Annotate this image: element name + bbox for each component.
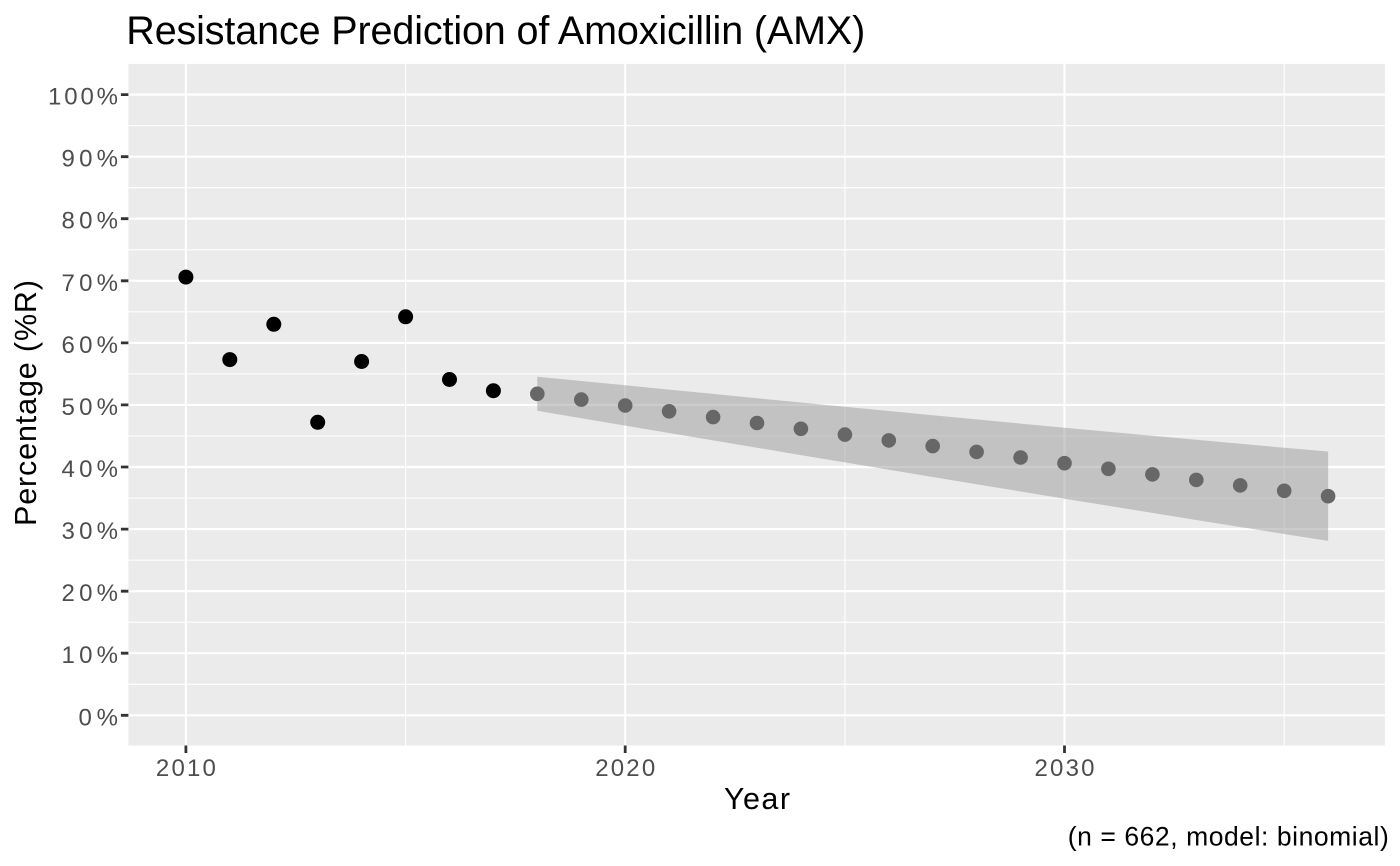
svg-text:Year: Year (724, 782, 790, 816)
svg-text:70%: 70% (62, 270, 119, 297)
svg-text:60%: 60% (62, 332, 119, 359)
svg-text:20%: 20% (62, 580, 119, 607)
svg-text:50%: 50% (62, 394, 119, 421)
svg-text:100%: 100% (48, 84, 118, 111)
svg-text:Resistance Prediction of Amoxi: Resistance Prediction of Amoxicillin (AM… (126, 9, 865, 53)
svg-text:Percentage (%R): Percentage (%R) (9, 280, 43, 526)
svg-text:30%: 30% (62, 518, 119, 545)
svg-text:(n = 662, model: binomial): (n = 662, model: binomial) (1068, 822, 1389, 852)
svg-text:0%: 0% (79, 704, 119, 731)
svg-text:90%: 90% (62, 146, 119, 173)
svg-text:40%: 40% (62, 456, 119, 483)
svg-text:80%: 80% (62, 208, 119, 235)
svg-text:10%: 10% (62, 642, 119, 669)
